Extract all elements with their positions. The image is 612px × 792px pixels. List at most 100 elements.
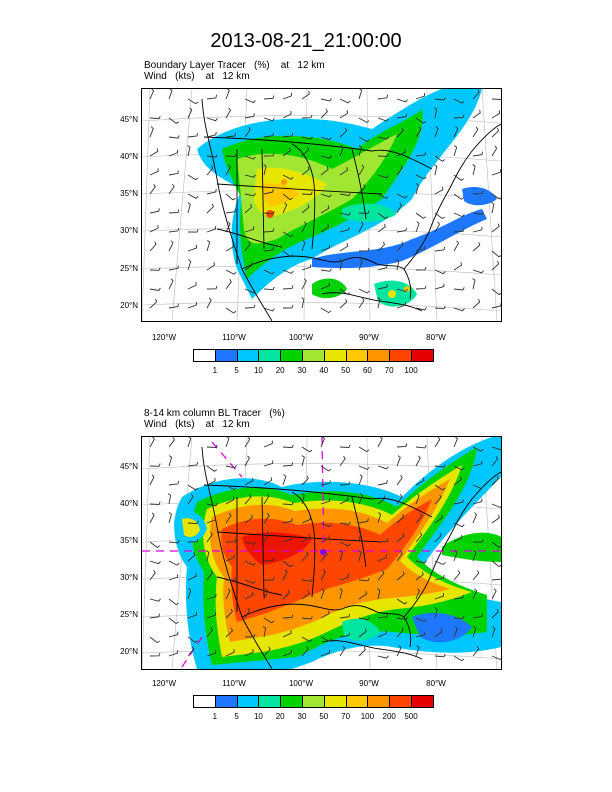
wind-barb — [149, 652, 161, 657]
wind-barb — [244, 240, 251, 252]
wind-barb — [453, 465, 465, 471]
wind-barb — [149, 463, 161, 467]
wind-barb — [358, 493, 364, 505]
colorbar-label: 100 — [404, 366, 418, 375]
wind-barb — [187, 493, 194, 505]
wind-barb — [320, 268, 332, 272]
wind-barb — [149, 569, 156, 581]
wind-barb — [491, 514, 500, 524]
wind-barb — [434, 283, 445, 290]
wind-barb — [472, 164, 476, 176]
wind-barb — [472, 109, 481, 119]
wind-barb — [377, 153, 389, 157]
wind-barb — [187, 202, 191, 214]
colorbar-swatch — [324, 696, 347, 707]
wind-barb — [472, 190, 484, 195]
wind-barb — [396, 443, 408, 448]
wind-barb — [244, 113, 255, 119]
wind-barb — [358, 259, 363, 271]
wind-barb — [149, 183, 156, 195]
wind-barb — [377, 297, 381, 309]
panel2-site-marker — [320, 549, 326, 555]
wind-barb — [491, 98, 501, 101]
colorbar-label: 10 — [253, 712, 263, 721]
colorbar-swatch — [368, 696, 391, 707]
wind-barb — [263, 246, 275, 252]
colorbar-label: 30 — [297, 366, 307, 375]
wind-barb — [339, 226, 350, 233]
wind-barb — [225, 164, 231, 176]
wind-barb — [415, 151, 427, 157]
wind-barb — [396, 193, 408, 199]
colorbar-swatch — [259, 350, 282, 361]
wind-barb — [491, 223, 500, 233]
wind-barb — [187, 282, 197, 290]
wind-barb — [225, 89, 230, 100]
panel2-tracer-field — [174, 437, 501, 669]
wind-barb — [415, 266, 427, 271]
wind-barb — [339, 444, 351, 448]
wind-barb — [149, 267, 161, 271]
wind-barb — [358, 646, 366, 657]
wind-barb — [377, 588, 381, 600]
wind-barb — [491, 456, 499, 467]
colorbar-swatch — [368, 350, 391, 361]
wind-barb — [282, 147, 291, 157]
colorbar-swatch — [390, 350, 412, 361]
panel2-lat-label: 20°N — [120, 647, 138, 656]
wind-barb — [168, 574, 179, 581]
wind-barb — [244, 633, 256, 638]
panel2-lat-label: 35°N — [120, 536, 138, 545]
wind-barb — [168, 265, 179, 271]
wind-barb — [206, 650, 217, 657]
wind-barb — [206, 531, 213, 543]
panel2-lon-label: 120°W — [151, 679, 177, 688]
wind-barb — [320, 522, 332, 528]
wind-barb — [434, 437, 441, 448]
wind-barb — [434, 212, 445, 220]
panel1-colorbar — [193, 349, 434, 362]
wind-barb — [453, 615, 465, 619]
wind-barb — [168, 240, 174, 252]
wind-barb — [225, 577, 237, 581]
wind-barb — [377, 554, 387, 562]
wind-barb — [244, 579, 256, 584]
wind-barb — [263, 557, 275, 562]
wind-barb — [396, 302, 407, 309]
wind-barb — [358, 164, 365, 176]
wind-barb — [282, 231, 294, 238]
wind-barb — [472, 460, 483, 467]
wind-barb — [472, 613, 483, 619]
wind-barb — [168, 117, 180, 124]
wind-barb — [168, 227, 180, 233]
colorbar-label: 10 — [253, 366, 263, 375]
wind-barb — [263, 189, 274, 195]
wind-barb — [491, 127, 500, 138]
wind-barb — [339, 521, 351, 525]
wind-barb — [301, 240, 306, 252]
wind-barb — [453, 114, 465, 119]
wind-barb — [377, 94, 389, 100]
wind-barb — [244, 155, 256, 160]
wind-barb — [225, 243, 235, 252]
wind-barb — [453, 534, 463, 543]
wind-barb — [339, 145, 344, 157]
wind-barb — [149, 512, 155, 524]
wind-barb — [244, 203, 253, 214]
wind-barb — [434, 628, 443, 638]
wind-barb — [263, 269, 275, 275]
wind-barb — [472, 570, 480, 581]
panel2-map — [141, 436, 502, 670]
wind-barb — [377, 136, 389, 140]
wind-barb — [282, 444, 294, 449]
wind-barb — [358, 89, 363, 100]
wind-barb — [225, 193, 236, 201]
wind-barb — [149, 115, 161, 120]
wind-barb — [244, 126, 251, 138]
wind-barb — [149, 613, 161, 619]
wind-barb — [263, 164, 267, 176]
wind-barb — [206, 569, 213, 581]
wind-barb — [415, 631, 426, 638]
colorbar-swatch — [281, 350, 303, 361]
wind-barb — [320, 282, 330, 290]
